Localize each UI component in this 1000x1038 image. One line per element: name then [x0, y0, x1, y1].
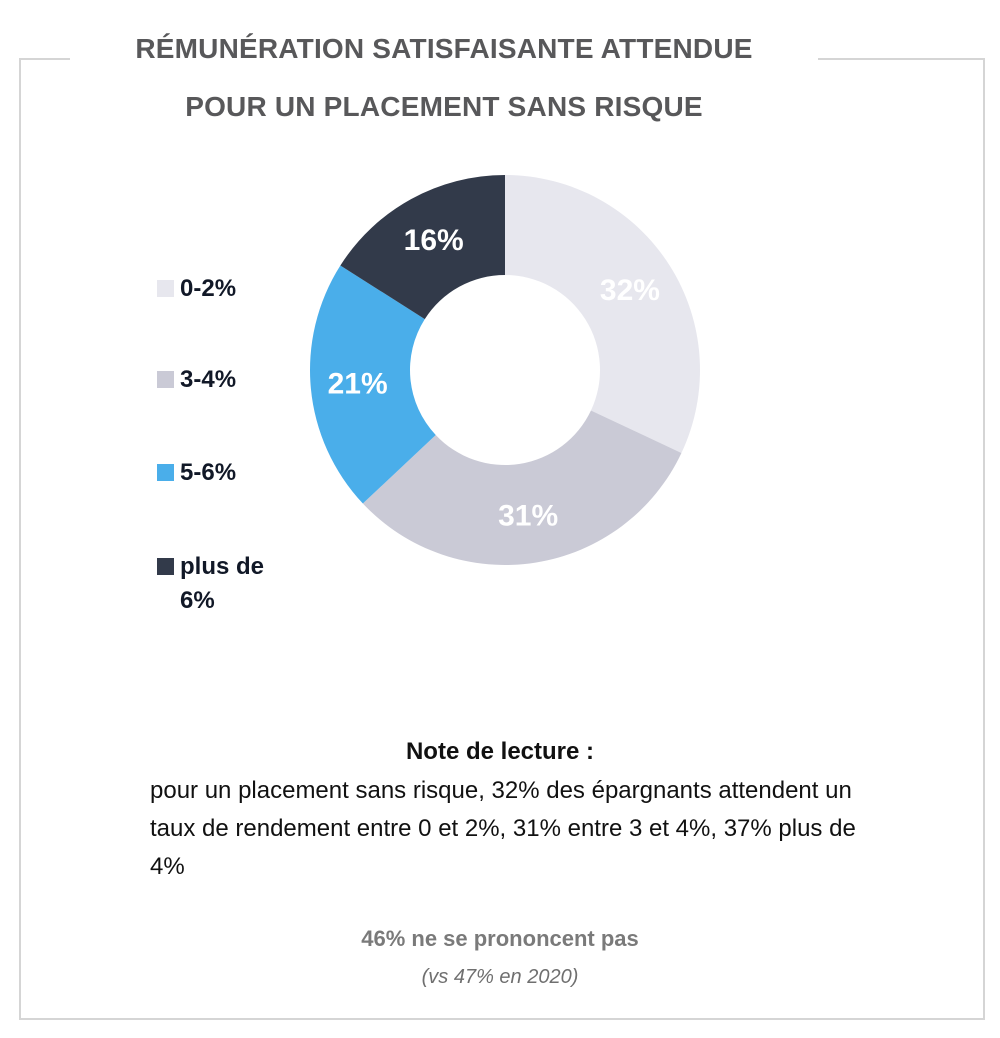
- legend-label-3-4: 3-4%: [180, 366, 237, 393]
- donut-label-0-2: 32%: [600, 274, 660, 307]
- legend-item-3-4: 3-4%: [157, 363, 280, 397]
- legend-label-plus-6: plus de 6%: [180, 553, 265, 614]
- legend-swatch-plus-6: [157, 558, 174, 575]
- donut-slice-3-4: [362, 410, 682, 565]
- donut-slice-5-6: [310, 265, 436, 504]
- legend-swatch-3-4: [157, 371, 174, 388]
- donut-label-3-4: 31%: [498, 500, 558, 533]
- chart-title: Rémunération satisfaisante attendue pour…: [70, 20, 818, 136]
- donut-label-5-6: 21%: [328, 367, 388, 400]
- donut-label-plus-6: 16%: [404, 224, 464, 257]
- chart-title-line-1: Rémunération satisfaisante attendue: [135, 33, 753, 64]
- legend-item-plus-6: plus de 6%: [157, 550, 280, 618]
- donut-slice-0-2: [505, 175, 700, 454]
- legend-label-0-2: 0-2%: [180, 275, 237, 302]
- no-opinion-share: 46% ne se prononcent pas: [361, 926, 639, 951]
- chart-title-line-2: pour un placement sans risque: [185, 91, 703, 122]
- comparison-2020: (vs 47% en 2020): [421, 966, 579, 988]
- legend-item-5-6: 5-6%: [157, 456, 280, 490]
- legend-label-5-6: 5-6%: [180, 459, 237, 486]
- reading-note-title: Note de lecture :: [405, 738, 595, 765]
- legend-swatch-0-2: [157, 280, 174, 297]
- legend-item-0-2: 0-2%: [157, 272, 280, 306]
- donut-slice-plus-6: [340, 175, 505, 320]
- legend-swatch-5-6: [157, 464, 174, 481]
- reading-note: Note de lecture : pour un placement sans…: [120, 732, 880, 886]
- reading-note-text: pour un placement sans risque, 32% des é…: [150, 777, 856, 880]
- title-background: [70, 40, 818, 80]
